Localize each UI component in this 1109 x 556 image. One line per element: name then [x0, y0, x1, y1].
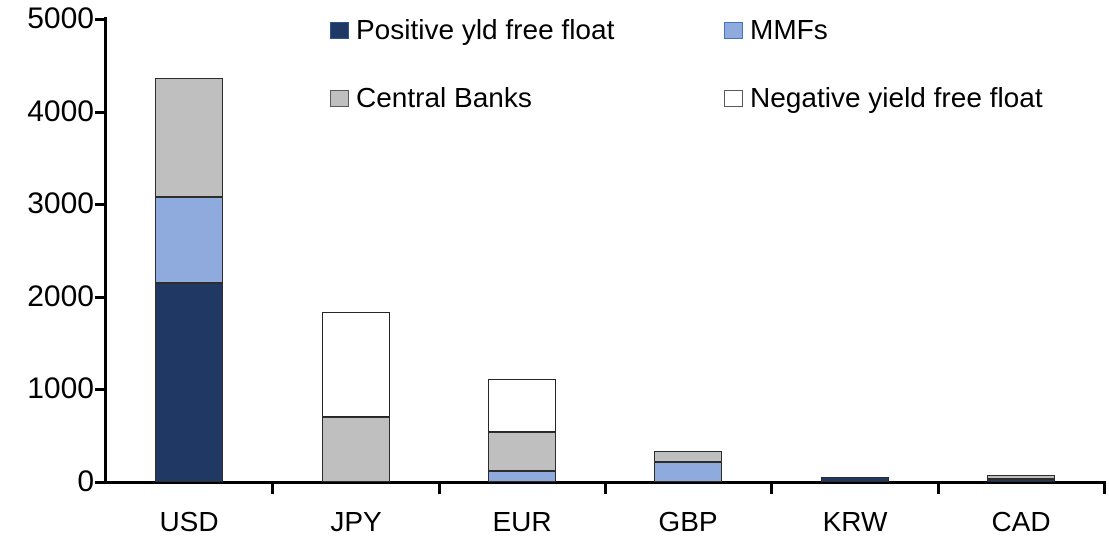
legend-label: Positive yld free float	[356, 14, 615, 45]
legend-swatch	[330, 89, 349, 107]
legend-item: Central Banks	[330, 82, 532, 114]
legend-swatch	[724, 89, 743, 107]
x-axis-label: GBP	[658, 506, 718, 537]
bar-segment-cad	[987, 479, 1055, 482]
x-axis-label: CAD	[991, 506, 1051, 537]
bar-usd	[155, 77, 223, 482]
bar-segment-jpy	[322, 417, 390, 482]
y-axis-spine	[104, 17, 107, 484]
legend-label: Negative yield free float	[750, 82, 1043, 113]
y-axis-tick-label: 3000	[27, 187, 94, 220]
x-axis-tick	[770, 482, 773, 494]
bar-segment-eur	[488, 379, 556, 432]
legend-label: MMFs	[750, 14, 828, 45]
legend-item: MMFs	[724, 14, 828, 46]
legend-swatch	[330, 21, 349, 39]
bar-segment-usd	[155, 77, 223, 198]
bar-segment-usd	[155, 282, 223, 482]
bar-eur	[488, 379, 556, 482]
bar-segment-gbp	[654, 451, 722, 462]
y-axis-tick-label: 1000	[27, 372, 94, 405]
x-axis-tick	[438, 482, 441, 494]
bar-segment-gbp	[654, 461, 722, 482]
x-axis-tick	[1103, 482, 1106, 494]
bar-segment-cad	[987, 474, 1055, 480]
bar-segment-krw	[821, 477, 889, 482]
legend-item: Positive yld free float	[330, 14, 614, 46]
x-axis-label: USD	[159, 506, 219, 537]
x-axis-label: EUR	[492, 506, 552, 537]
x-axis-tick	[604, 482, 607, 494]
y-axis-tick-label: 2000	[27, 280, 94, 313]
bar-segment-eur	[488, 431, 556, 471]
x-axis-label: KRW	[822, 506, 888, 537]
bar-segment-eur	[488, 470, 556, 482]
y-axis-tick-label: 5000	[27, 2, 94, 35]
legend-label: Central Banks	[356, 82, 532, 113]
bar-jpy	[322, 311, 390, 482]
bar-cad	[987, 474, 1055, 482]
x-axis-label: JPY	[330, 506, 382, 537]
y-axis-tick-label: 0	[77, 465, 94, 498]
y-axis-tick-label: 4000	[27, 95, 94, 128]
bar-segment-jpy	[322, 311, 390, 418]
bar-segment-usd	[155, 197, 223, 283]
bar-krw	[821, 477, 889, 482]
legend-swatch	[724, 21, 743, 39]
y-axis-tick	[95, 203, 104, 206]
bar-gbp	[654, 451, 722, 482]
y-axis-tick	[95, 388, 104, 391]
x-axis-tick	[271, 482, 274, 494]
y-axis-tick	[95, 111, 104, 114]
y-axis-tick	[95, 481, 104, 484]
y-axis-tick	[95, 18, 104, 21]
legend-item: Negative yield free float	[724, 82, 1043, 114]
x-axis-tick	[937, 482, 940, 494]
y-axis-tick	[95, 296, 104, 299]
